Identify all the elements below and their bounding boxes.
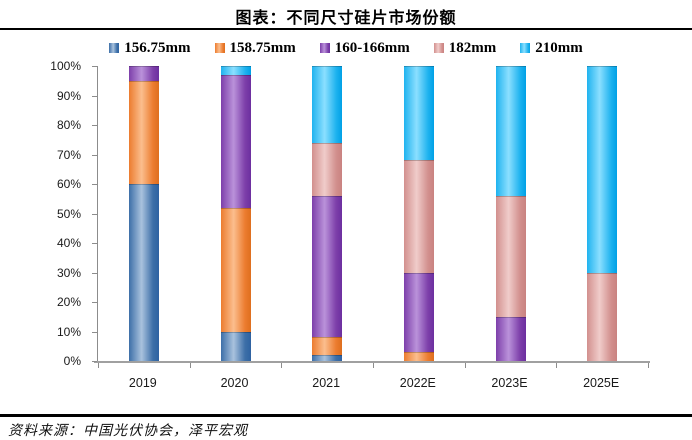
- y-axis-tick-label: 80%: [56, 118, 81, 132]
- x-axis-tick-mark: [556, 363, 558, 368]
- bar-segment-2020-210mm: [220, 66, 251, 75]
- y-axis-tick-label: 70%: [56, 147, 81, 162]
- legend-label: 156.75mm: [124, 39, 191, 56]
- bar-2021: [312, 66, 343, 361]
- y-axis-tick-label: 10%: [56, 324, 81, 339]
- x-axis-tick-mark: [648, 363, 649, 368]
- bar-segment-2022E-182mm: [403, 160, 434, 273]
- bar-segment-2023E-210mm: [495, 66, 526, 196]
- y-axis-tick-mark: [92, 95, 97, 97]
- y-axis-tick-mark: [92, 361, 97, 362]
- bar-segment-2021-160-166mm: [312, 195, 343, 338]
- x-axis-tick-mark: [98, 363, 99, 368]
- y-axis-tick-mark: [92, 125, 97, 126]
- legend-item-156.75mm: 156.75mm: [109, 39, 191, 57]
- x-axis-tick-mark: [281, 363, 283, 368]
- legend-swatch-icon: [433, 43, 444, 53]
- x-axis-label-2023E: 2023E: [491, 376, 528, 390]
- legend-swatch-icon: [520, 43, 531, 53]
- y-axis-tick-label: 90%: [56, 88, 81, 103]
- bar-2020: [220, 66, 251, 361]
- bar-2022E: [403, 66, 434, 361]
- top-divider: [0, 28, 692, 30]
- y-axis-tick-mark: [92, 184, 97, 185]
- y-axis-tick-mark: [92, 213, 97, 215]
- y-axis-tick-label: 50%: [56, 206, 81, 221]
- y-axis-tick-mark: [92, 154, 97, 156]
- y-axis-tick-mark: [92, 302, 97, 303]
- x-axis-tick-mark: [373, 363, 374, 368]
- legend-swatch-icon: [109, 43, 120, 53]
- legend-label: 160-166mm: [334, 39, 410, 56]
- legend-swatch-icon: [319, 43, 330, 53]
- bar-segment-2020-160-166mm: [220, 74, 251, 208]
- x-axis-label-2025E: 2025E: [583, 376, 620, 390]
- x-axis-label-2019: 2019: [128, 376, 157, 390]
- x-axis-line: [94, 361, 650, 363]
- bar-segment-2019-160-166mm: [128, 66, 159, 81]
- y-axis-tick-mark: [92, 272, 97, 274]
- legend-swatch-icon: [214, 43, 225, 53]
- bar-2019: [128, 66, 159, 361]
- source-note: 资料来源：中国光伏协会，泽平宏观: [8, 424, 248, 439]
- bar-segment-2019-158.75mm: [128, 80, 159, 184]
- chart-title: 图表：不同尺寸硅片市场份额: [235, 10, 457, 27]
- y-axis-tick-label: 0%: [63, 354, 81, 368]
- bar-segment-2020-158.75mm: [220, 207, 251, 332]
- bar-2025E: [587, 66, 618, 361]
- bar-2023E: [495, 66, 526, 361]
- legend-label: 158.75mm: [229, 39, 296, 56]
- y-axis-tick-mark: [92, 66, 97, 67]
- bar-segment-2023E-160-166mm: [495, 316, 526, 361]
- y-axis-tick-mark: [92, 243, 97, 244]
- bar-segment-2020-156.75mm: [220, 331, 251, 361]
- bar-segment-2025E-210mm: [587, 66, 618, 273]
- y-axis-tick-label: 20%: [56, 295, 81, 309]
- bar-segment-2021-158.75mm: [312, 337, 343, 356]
- y-axis-tick-label: 40%: [56, 236, 81, 250]
- legend-label: 182mm: [448, 39, 497, 56]
- chart-legend: 156.75mm 158.75mm 160-166mm 182mm 210mm: [0, 38, 692, 58]
- bottom-divider: [0, 414, 692, 417]
- bar-segment-2022E-160-166mm: [403, 272, 434, 353]
- bar-segment-2021-156.75mm: [312, 355, 343, 361]
- bar-segment-2022E-158.75mm: [403, 352, 434, 361]
- bar-segment-2019-156.75mm: [128, 184, 159, 361]
- plot-area: [94, 66, 650, 368]
- x-axis-label-2022E: 2022E: [399, 376, 436, 390]
- x-axis-tick-mark: [189, 363, 191, 368]
- legend-item-160-166mm: 160-166mm: [319, 39, 410, 57]
- y-axis-tick-label: 30%: [56, 265, 81, 280]
- x-axis-tick-mark: [464, 363, 466, 368]
- bar-segment-2023E-182mm: [495, 195, 526, 317]
- legend-item-210mm: 210mm: [520, 40, 583, 57]
- legend-label: 210mm: [535, 39, 583, 56]
- y-axis-tick-mark: [92, 331, 97, 333]
- legend-item-182mm: 182mm: [433, 39, 497, 57]
- x-axis-label-2020: 2020: [220, 376, 249, 390]
- bar-segment-2021-210mm: [312, 66, 343, 143]
- y-axis-tick-label: 100%: [50, 59, 81, 73]
- x-axis-label-2021: 2021: [312, 376, 341, 390]
- legend-item-158.75mm: 158.75mm: [214, 39, 296, 57]
- bar-segment-2021-182mm: [312, 142, 343, 196]
- y-axis-tick-label: 60%: [56, 177, 81, 191]
- bar-segment-2025E-182mm: [587, 272, 618, 361]
- bar-segment-2022E-210mm: [403, 66, 434, 161]
